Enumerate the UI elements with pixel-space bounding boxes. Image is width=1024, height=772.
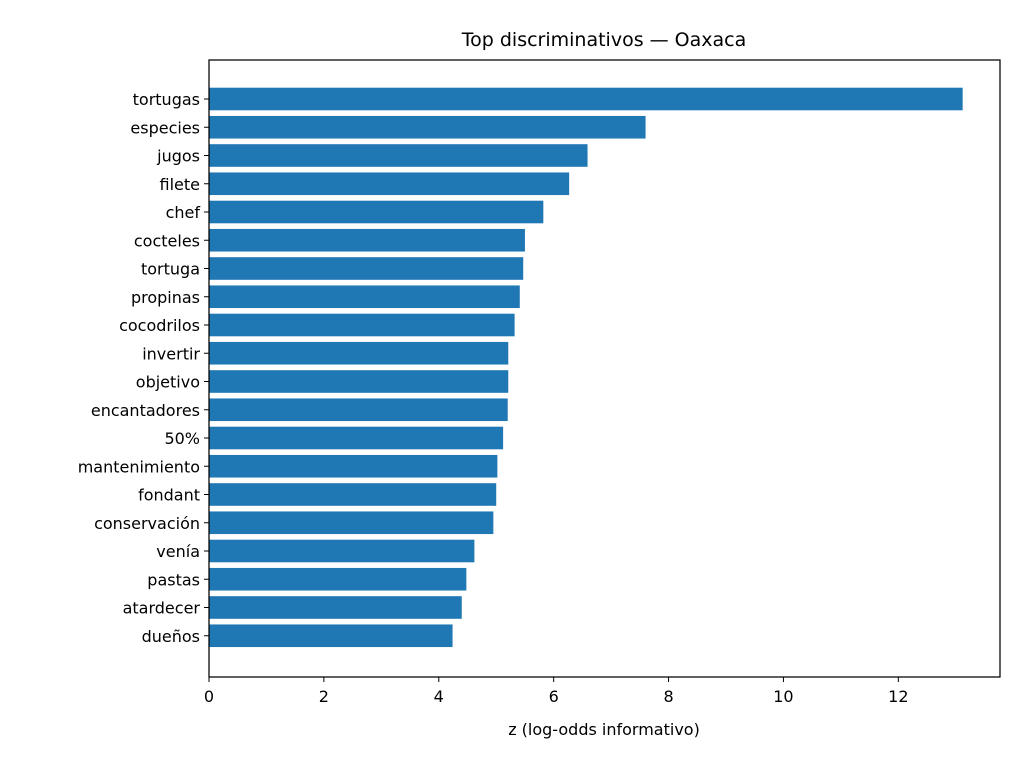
x-tick-label: 8 [663, 687, 673, 706]
x-axis-label: z (log-odds informativo) [508, 720, 700, 739]
bar-4 [209, 200, 544, 224]
x-tick-label: 4 [434, 687, 444, 706]
bar-16 [209, 539, 475, 563]
bar-10 [209, 370, 509, 393]
y-tick-label: mantenimiento [78, 457, 200, 476]
bar-18 [209, 596, 462, 619]
x-tick-label: 0 [204, 687, 214, 706]
y-tick-label: invertir [142, 344, 200, 363]
bar-13 [209, 454, 498, 478]
y-tick-label: cocteles [134, 231, 200, 250]
plot-frame [208, 59, 1001, 678]
x-tick-label: 12 [888, 687, 908, 706]
y-tick-label: 50% [164, 429, 200, 448]
bars-group [209, 87, 963, 648]
bar-14 [209, 483, 497, 506]
bar-12 [209, 426, 504, 450]
y-tick-label: fondant [138, 486, 200, 505]
y-tick-label: tortuga [141, 260, 200, 279]
bar-17 [209, 567, 467, 591]
y-tick-label: pastas [147, 570, 200, 589]
bar-5 [209, 228, 525, 252]
bar-0 [209, 87, 963, 111]
y-tick-label: venía [156, 542, 200, 561]
x-tick-label: 6 [549, 687, 559, 706]
bar-7 [209, 285, 520, 309]
chart-title: Top discriminativos — Oaxaca [461, 29, 747, 51]
bar-2 [209, 144, 588, 167]
bar-1 [209, 115, 646, 139]
y-tick-label: especies [130, 118, 200, 137]
x-axis: 0 2 4 6 8 10 12 [204, 677, 909, 706]
y-tick-label: propinas [131, 288, 200, 307]
y-tick-label: cocodrilos [119, 316, 200, 335]
bar-19 [209, 624, 453, 648]
bar-11 [209, 398, 508, 422]
bar-15 [209, 511, 494, 535]
bar-8 [209, 313, 515, 337]
y-tick-label: objetivo [136, 373, 200, 392]
bar-6 [209, 257, 524, 280]
x-tick-label: 2 [319, 687, 329, 706]
y-tick-label: encantadores [91, 401, 200, 420]
y-tick-label: atardecer [123, 599, 201, 618]
bar-3 [209, 172, 570, 196]
y-axis: tortugas especies jugos filete chef cocteles t… [78, 90, 209, 646]
bar-9 [209, 341, 509, 365]
y-tick-label: jugos [156, 147, 200, 166]
y-tick-label: tortugas [133, 90, 200, 109]
y-tick-label: dueños [142, 627, 200, 646]
y-tick-label: chef [166, 203, 201, 222]
x-tick-label: 10 [773, 687, 793, 706]
y-tick-label: conservación [94, 514, 200, 533]
y-tick-label: filete [160, 175, 200, 194]
